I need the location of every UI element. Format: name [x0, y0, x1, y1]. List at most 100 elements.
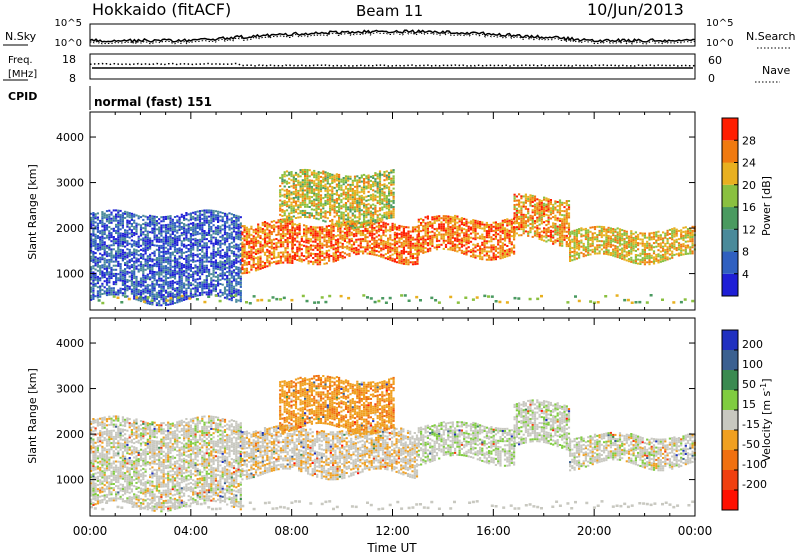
echo-cell	[420, 246, 423, 249]
echo-cell	[228, 282, 231, 284]
echo-cell	[485, 242, 488, 245]
echo-cell	[219, 219, 222, 222]
echo-cell	[341, 247, 344, 249]
echo-cell	[299, 201, 302, 204]
echo-cell	[149, 216, 152, 219]
echo-cell	[219, 250, 222, 253]
echo-cell	[92, 222, 95, 225]
echo-cell	[556, 211, 559, 214]
echo-cell	[194, 254, 197, 257]
echo-cell	[650, 236, 653, 239]
echo-cell	[178, 288, 181, 291]
echo-cell	[92, 232, 95, 235]
echo-cell	[169, 264, 172, 267]
echo-cell	[296, 252, 299, 255]
echo-cell	[393, 260, 396, 263]
echo-cell	[411, 253, 415, 255]
echo-cell	[490, 244, 493, 247]
echo-cell	[299, 185, 302, 188]
echo-cell	[662, 237, 665, 240]
echo-cell	[115, 281, 118, 284]
echo-cell	[380, 255, 383, 258]
echo-cell	[393, 244, 396, 247]
echo-cell	[476, 226, 479, 229]
echo-cell	[205, 283, 208, 286]
echo-cell	[467, 227, 470, 230]
echo-cell	[377, 244, 381, 247]
echo-cell	[210, 252, 213, 255]
echo-cell	[609, 254, 612, 256]
echo-cell	[442, 237, 445, 240]
echo-cell	[196, 274, 199, 277]
echo-cell	[621, 253, 624, 256]
echo-cell	[416, 230, 419, 232]
echo-cell	[198, 257, 202, 260]
echo-cell	[474, 230, 477, 232]
echo-cell	[627, 241, 631, 244]
echo-cell	[318, 240, 322, 243]
echo-cell	[659, 250, 662, 253]
echo-cell	[203, 287, 206, 290]
echo-cell	[524, 226, 527, 229]
echo-cell	[137, 293, 140, 296]
echo-cell	[110, 232, 113, 234]
echo-cell	[158, 273, 161, 276]
echo-cell	[479, 247, 482, 250]
echo-cell	[169, 303, 172, 306]
echo-cell	[540, 238, 543, 241]
echo-cell	[121, 251, 124, 254]
echo-cell	[623, 244, 626, 247]
echo-cell	[243, 225, 246, 227]
echo-cell	[90, 241, 93, 244]
echo-cell	[158, 251, 161, 253]
echo-cell	[355, 251, 358, 254]
echo-cell	[481, 256, 484, 259]
echo-cell	[368, 234, 371, 237]
echo-cell	[169, 286, 172, 289]
echo-cell	[325, 239, 328, 242]
echo-cell	[575, 253, 578, 256]
echo-cell	[309, 232, 312, 235]
echo-cell	[230, 280, 233, 283]
echo-cell	[308, 201, 311, 204]
echo-cell	[203, 223, 206, 226]
echo-cell	[235, 247, 238, 250]
echo-cell	[96, 286, 99, 289]
echo-cell	[328, 235, 331, 238]
echo-cell	[596, 252, 599, 255]
echo-cell	[153, 279, 156, 282]
echo-cell	[94, 295, 97, 298]
echo-cell	[352, 235, 356, 238]
echo-cell	[144, 277, 147, 279]
echo-cell	[366, 228, 369, 230]
echo-cell	[391, 243, 394, 246]
echo-cell	[596, 238, 599, 241]
echo-cell	[325, 227, 328, 230]
echo-cell	[465, 220, 468, 223]
echo-cell	[90, 243, 93, 246]
echo-cell	[173, 293, 177, 296]
echo-cell	[201, 254, 204, 257]
echo-cell	[567, 228, 571, 231]
echo-cell	[173, 295, 177, 298]
echo-cell	[153, 264, 156, 267]
echo-cell	[422, 219, 425, 222]
echo-cell	[673, 241, 676, 244]
echo-cell	[239, 234, 242, 237]
noise-panel-frame	[89, 23, 696, 47]
echo-cell	[268, 260, 271, 263]
echo-cell	[189, 265, 192, 268]
echo-cell	[176, 299, 179, 302]
echo-cell	[162, 296, 165, 298]
echo-cell	[416, 254, 419, 257]
echo-cell	[146, 298, 149, 301]
echo-cell	[241, 247, 244, 250]
echo-cell	[402, 252, 405, 255]
echo-cell	[596, 244, 599, 247]
echo-cell	[221, 261, 224, 264]
echo-cell	[119, 263, 122, 266]
echo-cell	[130, 282, 133, 285]
echo-cell	[556, 231, 559, 234]
echo-cell	[398, 253, 401, 256]
echo-cell	[474, 234, 477, 237]
